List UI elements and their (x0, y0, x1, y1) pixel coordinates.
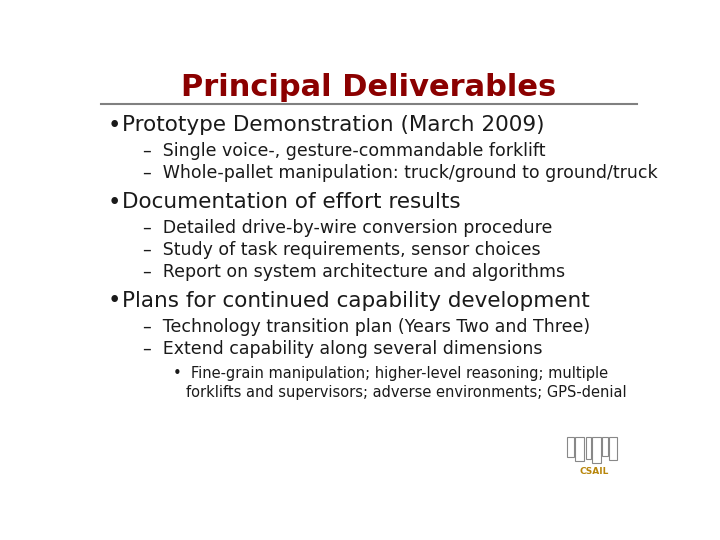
Bar (575, 437, 585, 461)
Text: •: • (108, 191, 121, 213)
Text: CSAIL: CSAIL (579, 467, 608, 476)
Text: –  Single voice-, gesture-commandable forklift: – Single voice-, gesture-commandable for… (143, 142, 546, 160)
Bar (567, 437, 575, 457)
Text: –  Detailed drive-by-wire conversion procedure: – Detailed drive-by-wire conversion proc… (143, 219, 552, 237)
Bar (610, 437, 617, 460)
Bar (593, 437, 601, 463)
Text: Documentation of effort results: Documentation of effort results (122, 192, 461, 212)
Text: Prototype Demonstration (March 2009): Prototype Demonstration (March 2009) (122, 115, 545, 135)
Text: forklifts and supervisors; adverse environments; GPS-denial: forklifts and supervisors; adverse envir… (186, 385, 626, 400)
Text: –  Extend capability along several dimensions: – Extend capability along several dimens… (143, 340, 542, 358)
Text: –  Whole-pallet manipulation: truck/ground to ground/truck: – Whole-pallet manipulation: truck/groun… (143, 164, 657, 182)
Bar (602, 437, 608, 456)
Text: –  Technology transition plan (Years Two and Three): – Technology transition plan (Years Two … (143, 318, 590, 336)
Text: •: • (108, 113, 121, 137)
Text: –  Study of task requirements, sensor choices: – Study of task requirements, sensor cho… (143, 241, 541, 259)
Bar (585, 437, 591, 458)
Text: Plans for continued capability development: Plans for continued capability developme… (122, 291, 590, 311)
Text: –  Report on system architecture and algorithms: – Report on system architecture and algo… (143, 263, 565, 281)
Text: •: • (108, 289, 121, 313)
Text: Principal Deliverables: Principal Deliverables (181, 73, 557, 102)
Text: •  Fine-grain manipulation; higher-level reasoning; multiple: • Fine-grain manipulation; higher-level … (173, 366, 608, 381)
